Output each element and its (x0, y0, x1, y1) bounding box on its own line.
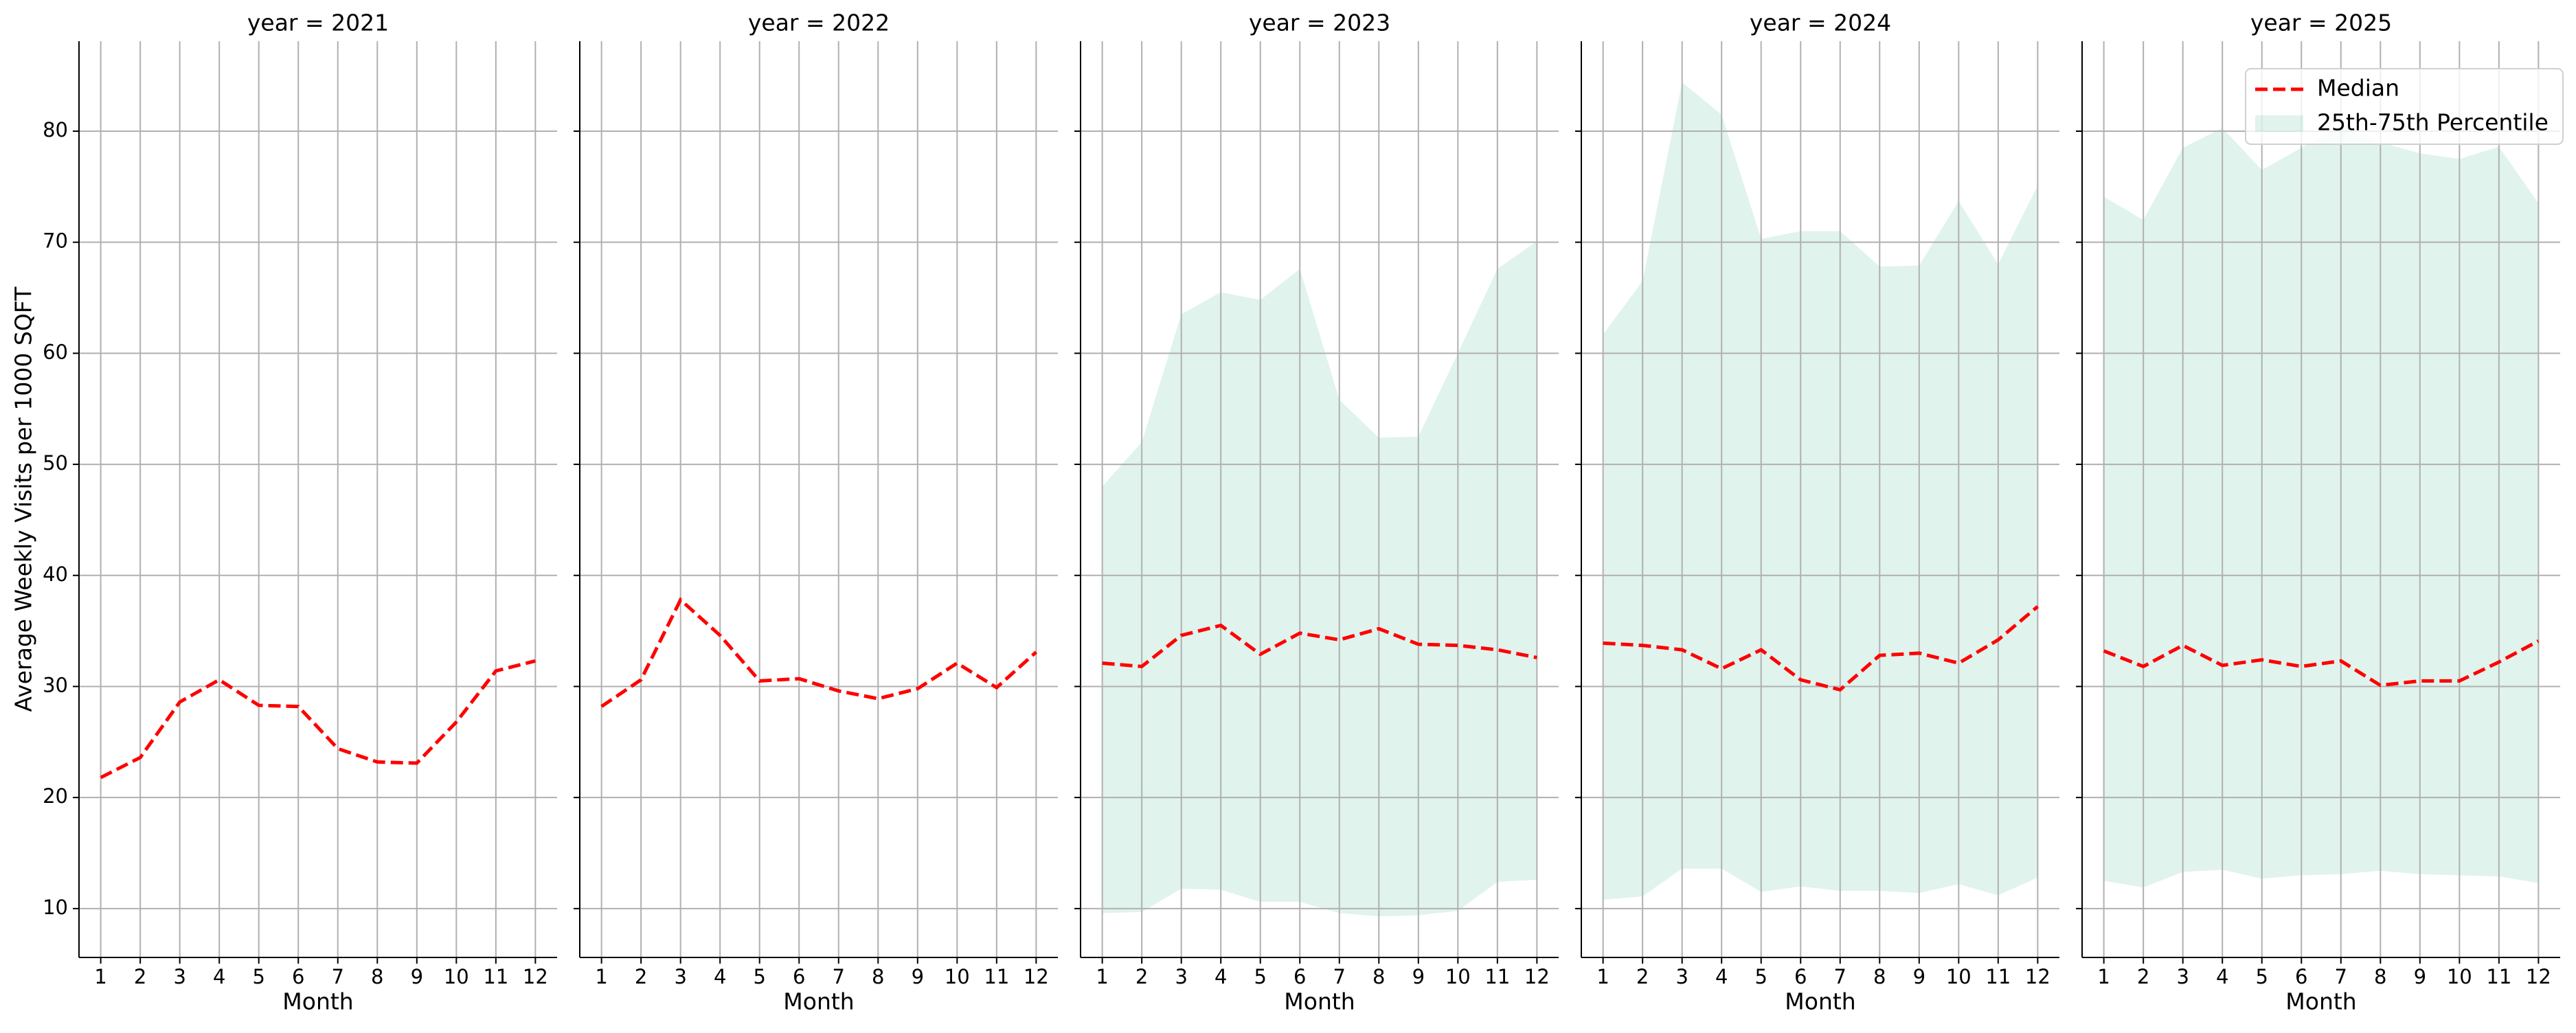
x-axis-label: Month (1284, 988, 1355, 1015)
panel-title: year = 2023 (1249, 10, 1390, 36)
x-tick-label: 6 (292, 965, 304, 988)
x-tick-label: 4 (714, 965, 726, 988)
x-tick-label: 2 (1636, 965, 1649, 988)
y-axis-label: Average Weekly Visits per 1000 SQFT (10, 286, 37, 712)
x-tick-label: 2 (134, 965, 146, 988)
x-tick-label: 7 (332, 965, 344, 988)
x-tick-label: 8 (872, 965, 884, 988)
x-tick-label: 12 (1024, 965, 1049, 988)
y-tick-label: 40 (43, 563, 68, 586)
x-tick-label: 3 (674, 965, 686, 988)
panel-title: year = 2024 (1750, 10, 1891, 36)
median-line (1102, 623, 1537, 668)
x-tick-label: 6 (1293, 965, 1306, 988)
median-line (100, 659, 536, 780)
y-tick-label: 10 (43, 896, 68, 919)
x-tick-label: 4 (1715, 965, 1728, 988)
x-tick-label: 9 (1412, 965, 1425, 988)
x-tick-label: 8 (2374, 965, 2386, 988)
x-tick-label: 5 (1754, 965, 1767, 988)
x-tick-label: 9 (912, 965, 924, 988)
x-tick-label: 10 (1946, 965, 1971, 988)
x-tick-label: 12 (2526, 965, 2551, 988)
legend-frame (2245, 68, 2564, 145)
x-tick-label: 8 (371, 965, 383, 988)
x-tick-label: 10 (2447, 965, 2472, 988)
y-tick-label: 50 (43, 451, 68, 475)
x-tick-label: 5 (1254, 965, 1266, 988)
x-tick-label: 3 (173, 965, 185, 988)
x-tick-label: 10 (444, 965, 469, 988)
x-tick-label: 6 (2295, 965, 2307, 988)
x-tick-label: 2 (2137, 965, 2149, 988)
legend-swatch (2255, 115, 2303, 132)
x-tick-label: 1 (2097, 965, 2110, 988)
x-tick-label: 4 (1214, 965, 1227, 988)
x-axis-label: Month (2285, 988, 2356, 1015)
x-tick-label: 6 (1794, 965, 1807, 988)
y-tick-label: 80 (43, 118, 68, 141)
panel-title: year = 2025 (2250, 10, 2392, 36)
x-tick-label: 5 (2255, 965, 2268, 988)
median-line (2103, 639, 2540, 688)
x-tick-label: 9 (2414, 965, 2426, 988)
x-tick-label: 8 (1873, 965, 1886, 988)
x-tick-label: 2 (1136, 965, 1148, 988)
x-axis-label: Month (282, 988, 353, 1015)
percentile-band (1102, 241, 1537, 917)
x-tick-label: 3 (1175, 965, 1187, 988)
x-tick-label: 1 (1596, 965, 1609, 988)
median-line (1603, 605, 2039, 692)
x-tick-label: 12 (1524, 965, 1550, 988)
x-tick-label: 3 (2176, 965, 2189, 988)
x-tick-label: 9 (411, 965, 423, 988)
x-tick-label: 4 (213, 965, 225, 988)
x-tick-label: 7 (833, 965, 845, 988)
panel-title: year = 2022 (748, 10, 890, 36)
x-tick-label: 11 (1484, 965, 1510, 988)
panel-title: year = 2021 (247, 10, 389, 36)
x-tick-label: 6 (793, 965, 805, 988)
x-tick-label: 1 (94, 965, 106, 988)
x-tick-label: 11 (2486, 965, 2511, 988)
x-tick-label: 1 (595, 965, 607, 988)
percentile-band (1603, 82, 2038, 900)
x-tick-label: 12 (2025, 965, 2050, 988)
x-tick-label: 10 (945, 965, 970, 988)
median-line (600, 597, 1038, 708)
y-tick-label: 30 (43, 673, 68, 696)
x-tick-label: 9 (1913, 965, 1925, 988)
x-axis-label: Month (783, 988, 854, 1015)
x-tick-label: 7 (1333, 965, 1346, 988)
x-tick-label: 5 (252, 965, 264, 988)
x-tick-label: 8 (1372, 965, 1385, 988)
legend-label: Median (2317, 75, 2399, 102)
percentile-band (2103, 125, 2539, 888)
x-tick-label: 11 (984, 965, 1009, 988)
x-tick-label: 5 (753, 965, 765, 988)
x-tick-label: 3 (1675, 965, 1688, 988)
x-tick-label: 7 (1834, 965, 1846, 988)
x-tick-label: 1 (1096, 965, 1108, 988)
x-tick-label: 10 (1445, 965, 1471, 988)
x-tick-label: 11 (483, 965, 508, 988)
legend-label: 25th-75th Percentile (2317, 109, 2549, 136)
y-tick-label: 20 (43, 784, 68, 808)
x-axis-label: Month (1785, 988, 1855, 1015)
x-tick-label: 11 (1985, 965, 2011, 988)
x-tick-label: 7 (2335, 965, 2347, 988)
y-tick-label: 60 (43, 340, 68, 363)
legend: Median 25th-75th Percentile (2245, 68, 2564, 145)
x-tick-label: 2 (635, 965, 647, 988)
x-tick-label: 4 (2216, 965, 2228, 988)
y-tick-label: 70 (43, 229, 68, 253)
x-tick-label: 12 (523, 965, 548, 988)
